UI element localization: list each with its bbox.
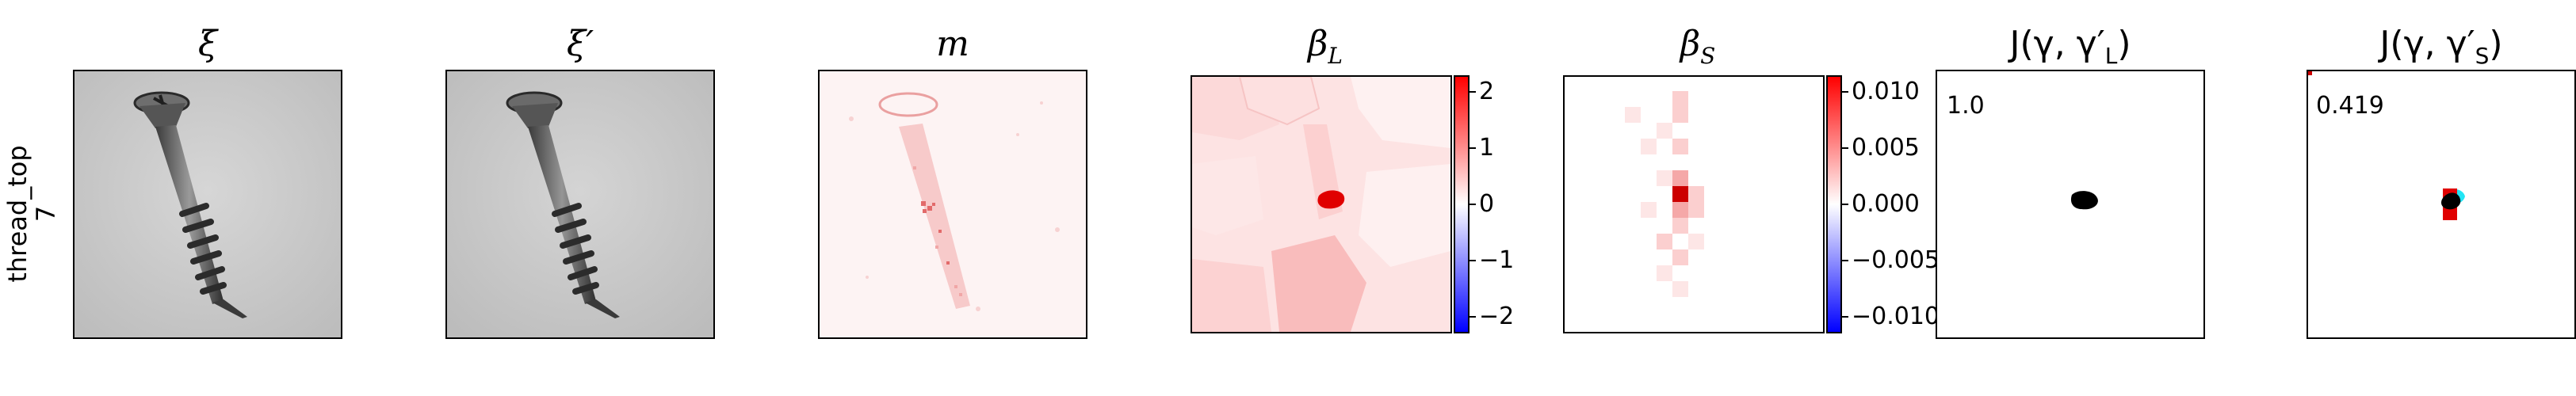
image-xi (73, 70, 342, 339)
score-j-s: 0.419 (2316, 92, 2384, 120)
beta-l-symbol: β (1307, 24, 1328, 64)
colorbar-tick-mark (1842, 259, 1848, 261)
colorbar-tick-mark (1470, 259, 1476, 261)
superpixel-attribution-small (1565, 77, 1823, 332)
image-beta-l (1191, 75, 1452, 333)
row-label: thread_top 7 (0, 95, 63, 333)
j-l-close: ) (2117, 24, 2131, 64)
colorbar-tick-label: −0.005 (1852, 246, 1940, 274)
j-s-subscript: S (2475, 42, 2490, 69)
colorbar-tick-mark (1470, 204, 1476, 205)
row-label-index: 7 (31, 205, 61, 223)
j-l-subscript: L (2104, 42, 2118, 69)
panel-title-beta-l: βL (1191, 24, 1460, 69)
colorbar-tick-mark (1842, 204, 1848, 205)
colorbar-tick-label: 0.005 (1852, 134, 1920, 162)
panel-title-beta-s: βS (1563, 24, 1833, 69)
colorbar-tick-label: −1 (1479, 246, 1515, 274)
mask-overlap-small (2308, 71, 2574, 337)
image-j-l (1936, 70, 2205, 339)
j-s-close: ) (2489, 24, 2503, 64)
colorbar-beta-l (1454, 75, 1470, 333)
colorbar-tick-label: 0.010 (1852, 78, 1920, 106)
panel-title-m: m (936, 24, 969, 64)
image-m (818, 70, 1087, 339)
colorbar-tick-mark (1842, 91, 1848, 93)
screw-image-reconstructed (447, 71, 713, 337)
difference-map (820, 71, 1086, 337)
mask-overlap-large (1937, 71, 2203, 337)
superpixel-attribution-large (1192, 77, 1450, 332)
beta-s-symbol: β (1680, 24, 1701, 64)
beta-s-subscript: S (1700, 42, 1716, 69)
colorbar-tick-label: 1 (1479, 134, 1495, 162)
colorbar-tick-mark (1470, 147, 1476, 150)
j-s-title: J(γ, γ′ (2379, 24, 2475, 64)
panel-title-j-s: J(γ, γ′S) (2307, 24, 2576, 69)
colorbar-tick-mark (1842, 147, 1848, 150)
j-l-title: J(γ, γ′ (2009, 24, 2105, 64)
colorbar-tick-label: 2 (1479, 78, 1495, 106)
colorbar-tick-label: −0.010 (1852, 302, 1940, 330)
colorbar-beta-s (1826, 75, 1842, 333)
colorbar-tick-mark (1470, 315, 1476, 318)
image-j-s (2307, 70, 2576, 339)
colorbar-tick-mark (1842, 315, 1848, 318)
image-beta-s (1563, 75, 1825, 333)
beta-l-subscript: L (1328, 42, 1343, 69)
colorbar-tick-label: −2 (1479, 302, 1515, 330)
colorbar-tick-mark (1470, 91, 1476, 93)
colorbar-tick-label: 0.000 (1852, 190, 1920, 218)
score-j-l: 1.0 (1947, 92, 1985, 120)
panel-title-j-l: J(γ, γ′L) (1936, 24, 2205, 69)
image-xi-prime (445, 70, 715, 339)
panel-title-xi-prime: ξ′ (566, 24, 594, 64)
screw-image-original (75, 71, 341, 337)
panel-title-xi: ξ (197, 24, 218, 64)
row-label-class: thread_top (2, 145, 32, 283)
colorbar-tick-label: 0 (1479, 190, 1495, 218)
